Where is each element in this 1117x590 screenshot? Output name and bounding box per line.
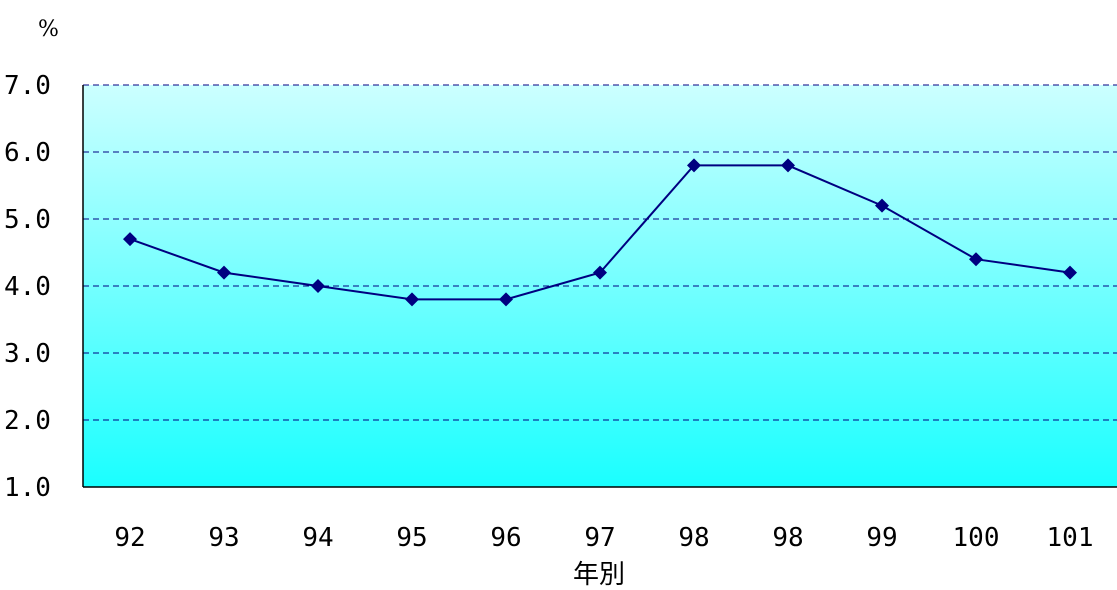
x-tick-labels: 92 93 94 95 96 97 98 98 99 100 101	[114, 523, 1093, 553]
data-point-marker	[875, 198, 889, 213]
y-tick-label: 5.0	[4, 205, 51, 235]
axes	[82, 85, 1117, 488]
y-tick-label: 1.0	[4, 473, 51, 503]
x-tick-label: 97	[584, 523, 615, 553]
y-tick-label: 6.0	[4, 138, 51, 168]
x-tick-label: 100	[953, 523, 1000, 553]
x-tick-label: 98	[678, 523, 709, 553]
data-point-marker	[123, 232, 137, 247]
data-point-marker	[311, 279, 325, 293]
x-tick-label: 94	[302, 523, 333, 553]
y-tick-label: 7.0	[4, 71, 51, 101]
data-point-marker	[781, 158, 795, 173]
data-point-marker	[1063, 265, 1077, 280]
x-tick-label: 101	[1047, 523, 1094, 553]
x-tick-label: 98	[772, 523, 803, 553]
y-tick-label: 3.0	[4, 339, 51, 369]
data-point-marker	[593, 265, 607, 280]
y-unit-label: %	[38, 17, 59, 42]
x-tick-label: 95	[396, 523, 427, 553]
data-point-marker	[687, 158, 701, 173]
data-point-marker	[405, 292, 419, 307]
data-point-marker	[217, 265, 231, 280]
y-tick-labels: 1.0 2.0 3.0 4.0 5.0 6.0 7.0	[4, 71, 51, 503]
data-point-marker	[969, 252, 983, 267]
data-point-marker	[499, 292, 513, 307]
x-tick-label: 96	[490, 523, 521, 553]
series	[123, 158, 1077, 307]
x-tick-label: 99	[866, 523, 897, 553]
y-tick-label: 4.0	[4, 272, 51, 302]
gridlines	[83, 84, 1117, 421]
y-tick-label: 2.0	[4, 406, 51, 436]
x-axis-title: 年別	[573, 560, 625, 590]
x-tick-label: 93	[208, 523, 239, 553]
x-tick-label: 92	[114, 523, 145, 553]
